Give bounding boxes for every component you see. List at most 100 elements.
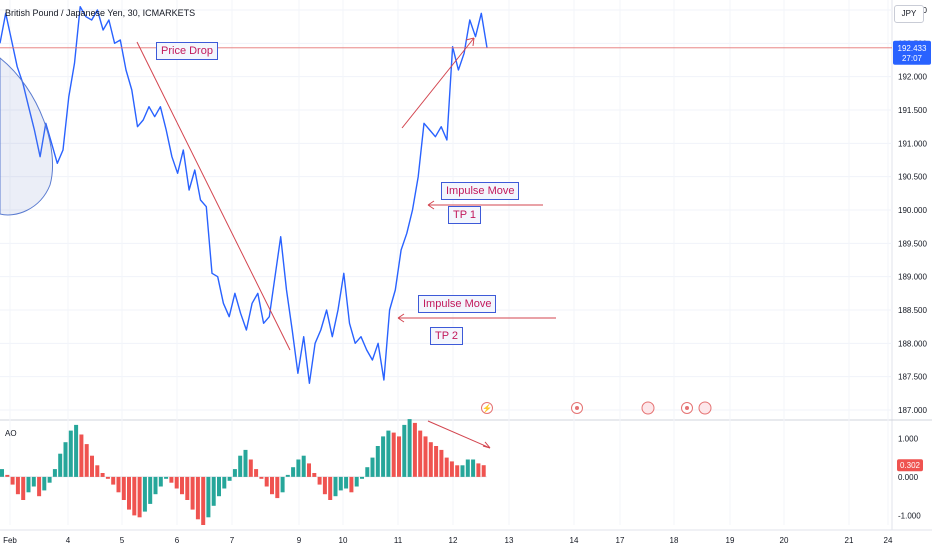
economic-event-dot-2 [685, 406, 689, 410]
ao-bar [423, 436, 428, 477]
ao-bar [471, 459, 476, 477]
currency-button[interactable]: JPY [894, 5, 924, 23]
ao-bar [434, 446, 439, 477]
ao-bar [397, 436, 401, 477]
ao-bar [116, 476, 121, 493]
ao-value-tag [897, 459, 923, 472]
ao-bar [238, 455, 243, 477]
ao-bar [344, 476, 349, 489]
ao-bar [180, 476, 184, 495]
lightning-event-icon[interactable] [481, 402, 493, 414]
time-tick-label: 19 [726, 536, 735, 545]
ao-bar [449, 461, 454, 477]
economic-event-dot-1 [575, 406, 579, 410]
ao-bar [174, 476, 179, 489]
ao-bar [402, 424, 407, 477]
ao-bar [206, 476, 211, 518]
price-drop-label[interactable]: Price Drop [156, 42, 218, 60]
price-series-line[interactable] [0, 6, 488, 384]
ao-bar [243, 449, 248, 477]
ao-value-text: 0.302 [900, 461, 921, 470]
bar-countdown: 27:07 [902, 54, 923, 63]
ao-bar [169, 476, 174, 483]
rally-trendline[interactable] [401, 37, 475, 129]
ao-bar [227, 476, 232, 481]
ao-bar [153, 476, 158, 495]
tp1-label[interactable]: TP 1 [448, 206, 482, 224]
ao-bar [158, 476, 163, 487]
time-tick-label: 11 [394, 536, 403, 545]
ao-bar [164, 476, 169, 479]
ao-bar [270, 476, 274, 495]
time-tick-label: 9 [297, 536, 302, 545]
ao-bar [259, 476, 264, 479]
price-drop-trendline[interactable] [136, 41, 291, 351]
time-tick-label: 18 [670, 536, 679, 545]
ao-bar [264, 476, 269, 487]
current-price-tag[interactable] [893, 40, 931, 65]
time-tick-label: 7 [230, 536, 235, 545]
symbol-title[interactable]: British Pound / Japanese Yen, 30, ICMARK… [5, 8, 196, 18]
ao-bar [381, 436, 386, 477]
drawings-layer[interactable] [0, 37, 556, 351]
ao-bar [74, 424, 79, 477]
ao-bar [285, 474, 290, 477]
impulse-move-label-2[interactable]: Impulse Move [418, 295, 497, 313]
ao-bar [37, 476, 42, 497]
price-tick-label: 188.000 [898, 339, 927, 348]
ao-indicator-label[interactable]: AO [5, 429, 17, 438]
ao-bar [476, 463, 481, 477]
ao-bar [142, 476, 147, 512]
flag-event-icon-1[interactable] [641, 401, 655, 415]
ao-bar [275, 476, 280, 499]
ao-bar [354, 476, 359, 487]
ao-bar [68, 430, 73, 477]
ao-bar [349, 476, 354, 493]
ao-bar [370, 457, 375, 477]
ao-bar [100, 473, 105, 477]
ao-bar [222, 476, 227, 489]
time-tick-label: 10 [339, 536, 348, 545]
ao-bar [254, 469, 259, 477]
ao-bar [105, 476, 110, 479]
ao-bar [307, 463, 311, 477]
ao-bar [481, 465, 486, 477]
ao-bar [360, 476, 364, 479]
ao-bar [111, 476, 116, 485]
price-tick-label: 189.500 [898, 239, 927, 248]
price-tick-label: 191.000 [898, 139, 927, 148]
ao-bar [47, 476, 52, 483]
ao-bar [365, 467, 370, 477]
tp2-label[interactable]: TP 2 [430, 327, 464, 345]
time-tick-label: 14 [570, 536, 579, 545]
ao-bar [79, 434, 84, 477]
impulse-move-label-1[interactable]: Impulse Move [441, 182, 520, 200]
ao-bar [248, 459, 253, 477]
flag-event-icon-2[interactable] [698, 401, 712, 415]
ao-bar [280, 476, 285, 493]
time-tick-label: 20 [780, 536, 789, 545]
ao-bar [296, 459, 301, 477]
ao-bar [465, 459, 470, 477]
ao-bar [391, 432, 396, 477]
ao-bar [412, 422, 417, 477]
ao-bar [0, 469, 4, 477]
ao-bar [328, 476, 333, 500]
ao-bar [455, 465, 460, 477]
ao-bar [375, 446, 380, 477]
ao-bar [84, 444, 89, 477]
time-tick-label: 17 [616, 536, 625, 545]
ao-bar [185, 476, 190, 500]
ao-bar [338, 476, 343, 491]
time-tick-label: 5 [120, 536, 125, 545]
ao-divergence-line[interactable] [427, 420, 491, 449]
lightning-glyph: ⚡ [482, 403, 492, 413]
ao-bar [312, 473, 317, 477]
ao-bar [211, 476, 216, 506]
time-tick-label: 21 [845, 536, 854, 545]
current-price-value: 192.433 [898, 44, 927, 53]
highlight-ellipse[interactable] [0, 57, 54, 216]
ao-bar [63, 442, 68, 477]
ao-bar [195, 476, 200, 520]
